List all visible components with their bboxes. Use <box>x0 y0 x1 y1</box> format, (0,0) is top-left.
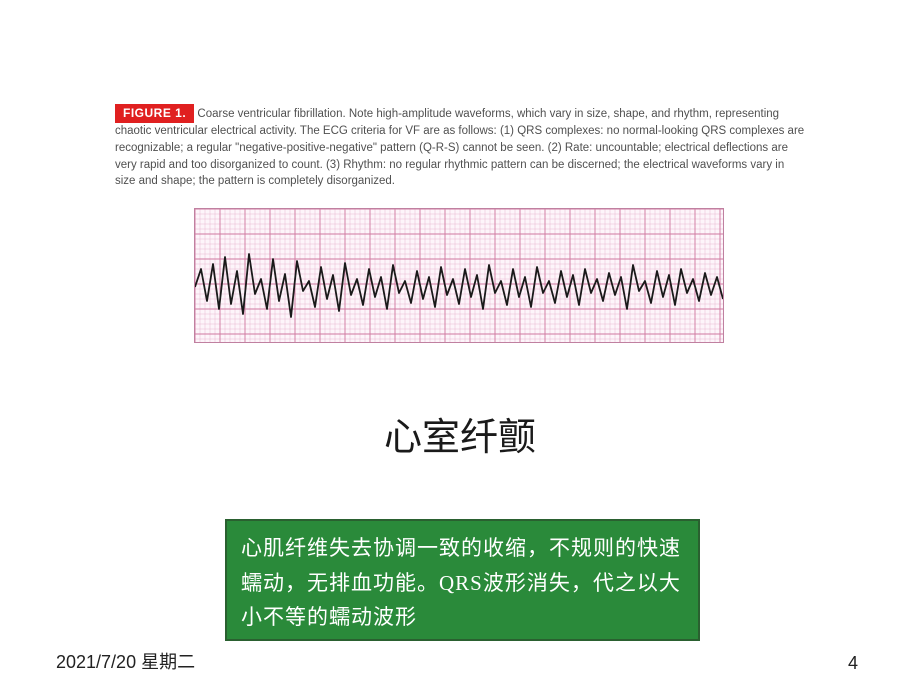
ecg-chart <box>195 209 723 342</box>
definition-text: 心肌纤维失去协调一致的收缩，不规则的快速蠕动，无排血功能。QRS波形消失，代之以… <box>241 536 681 629</box>
footer-date: 2021/7/20 星期二 <box>56 648 195 674</box>
figure-caption-text: Coarse ventricular fibrillation. Note hi… <box>115 108 804 187</box>
page-title-cn: 心室纤颤 <box>0 406 920 461</box>
footer-page: 4 <box>848 653 858 674</box>
figure-caption-block: FIGURE 1. Coarse ventricular fibrillatio… <box>115 104 805 190</box>
definition-box: 心肌纤维失去协调一致的收缩，不规则的快速蠕动，无排血功能。QRS波形消失，代之以… <box>225 519 700 641</box>
ecg-strip <box>194 208 724 343</box>
caption-wrap: FIGURE 1. Coarse ventricular fibrillatio… <box>115 104 805 190</box>
figure-label: FIGURE 1. <box>115 104 194 123</box>
